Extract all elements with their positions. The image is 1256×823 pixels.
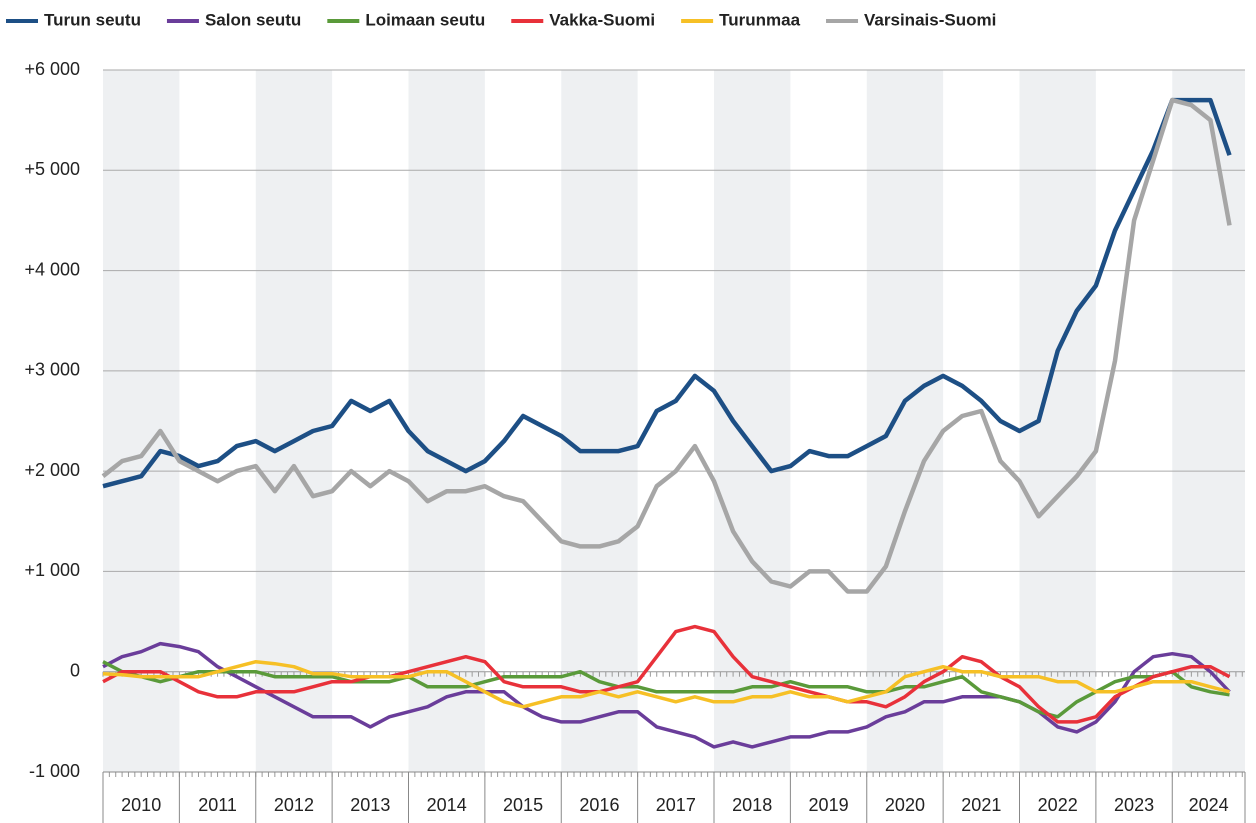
- series-line: [101, 97, 1232, 594]
- x-tick-label: 2022: [1038, 795, 1078, 815]
- x-tick-label: 2013: [350, 795, 390, 815]
- x-tick-label: 2016: [579, 795, 619, 815]
- series-line: [102, 624, 1231, 724]
- y-tick-label: +4 000: [24, 259, 80, 279]
- year-band: [255, 70, 333, 772]
- x-tick-label: 2017: [656, 795, 696, 815]
- legend-label: Turun seutu: [44, 10, 141, 29]
- x-tick-label: 2012: [274, 795, 314, 815]
- legend-label: Varsinais-Suomi: [864, 10, 996, 29]
- x-tick-label: 2020: [885, 795, 925, 815]
- x-tick-label: 2024: [1189, 795, 1229, 815]
- y-tick-label: +2 000: [24, 460, 80, 480]
- legend-item: Salon seutu: [166, 10, 301, 29]
- x-tick-label: 2015: [503, 795, 543, 815]
- year-band: [408, 70, 485, 772]
- x-tick-label: 2018: [732, 795, 772, 815]
- x-tick-label: 2019: [809, 795, 849, 815]
- year-band: [1019, 70, 1096, 772]
- legend-item: Turun seutu: [6, 10, 141, 29]
- legend-label: Loimaan seutu: [365, 10, 485, 29]
- x-tick-label: 2010: [121, 795, 161, 815]
- legend-item: Vakka-Suomi: [511, 10, 655, 29]
- legend-label: Vakka-Suomi: [549, 10, 655, 29]
- year-band: [714, 70, 791, 772]
- y-tick-label: -1 000: [29, 761, 80, 781]
- year-band: [103, 70, 180, 772]
- year-band: [866, 70, 944, 772]
- y-tick-label: 0: [70, 660, 80, 680]
- series-line: [102, 660, 1230, 719]
- y-tick-label: +6 000: [24, 59, 80, 79]
- y-tick-label: +3 000: [24, 360, 80, 380]
- legend-item: Varsinais-Suomi: [826, 10, 996, 29]
- legend-item: Loimaan seutu: [327, 10, 485, 29]
- series-line: [102, 659, 1230, 709]
- y-tick-label: +5 000: [24, 159, 80, 179]
- year-band: [561, 70, 638, 772]
- x-tick-label: 2011: [198, 795, 237, 815]
- legend-label: Turunmaa: [719, 10, 800, 29]
- series-line: [102, 97, 1232, 489]
- x-tick-label: 2014: [427, 795, 467, 815]
- y-tick-label: +1 000: [24, 560, 80, 580]
- legend-item: Turunmaa: [681, 10, 801, 29]
- x-tick-label: 2023: [1114, 795, 1154, 815]
- x-tick-label: 2021: [961, 795, 1001, 815]
- legend-label: Salon seutu: [205, 10, 301, 29]
